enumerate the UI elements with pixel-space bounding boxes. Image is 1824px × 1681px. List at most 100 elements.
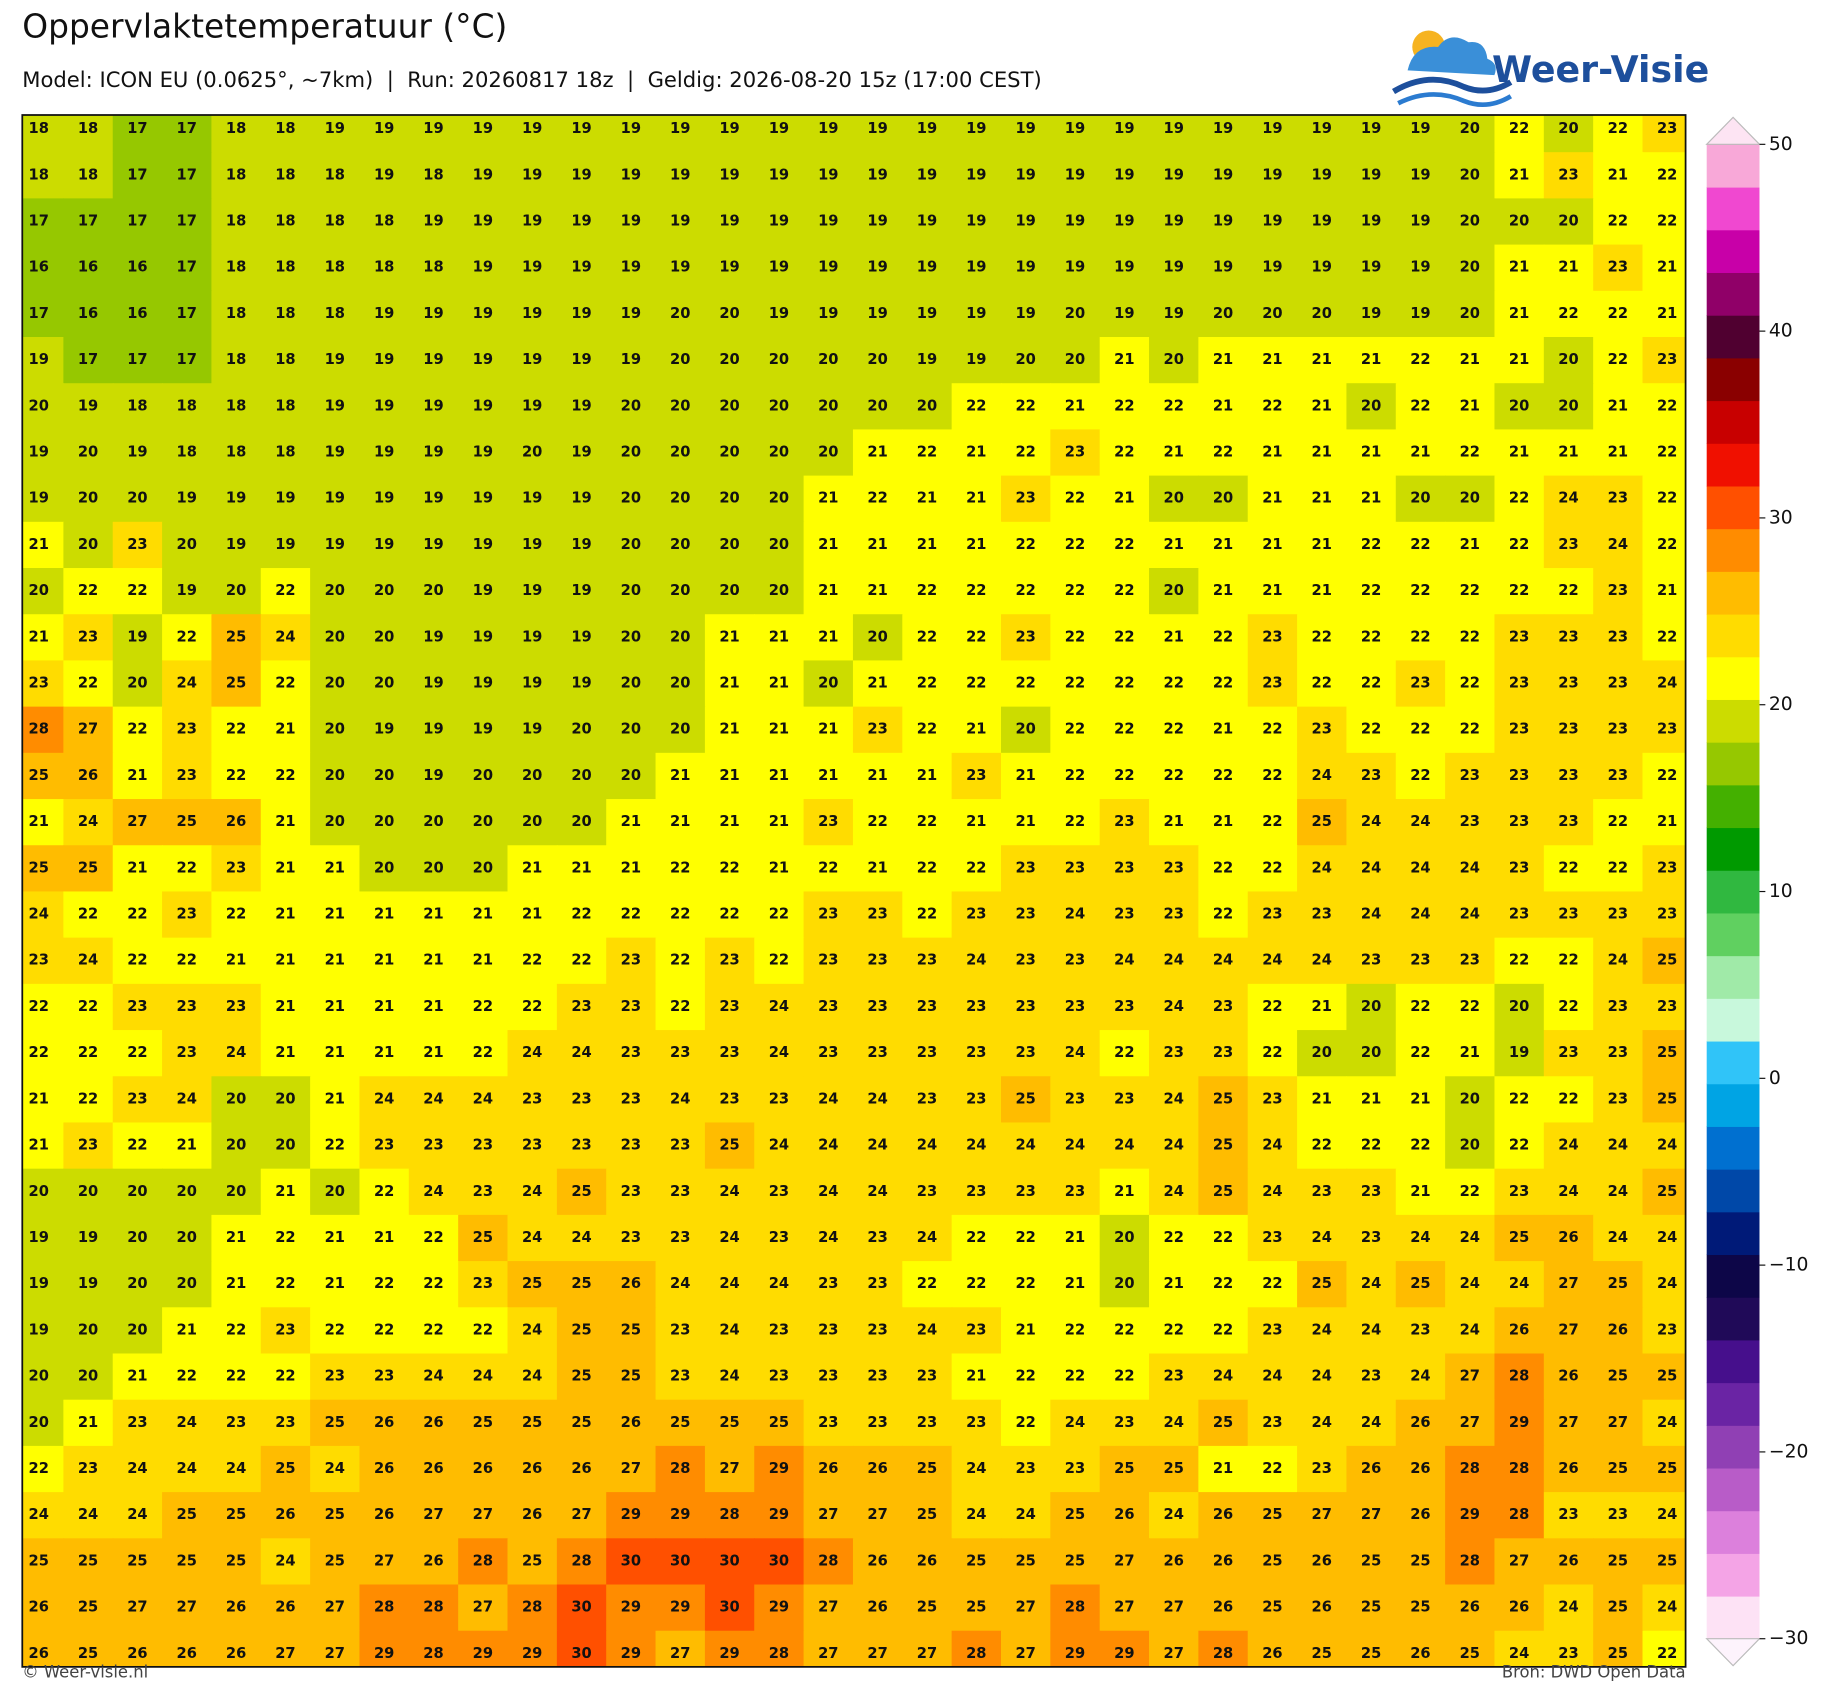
temperature-label: 25 xyxy=(177,1506,197,1523)
temperature-cell xyxy=(1149,1445,1200,1493)
temperature-label: 22 xyxy=(1361,1137,1381,1154)
temperature-cell xyxy=(408,115,459,153)
temperature-cell xyxy=(1297,1261,1348,1308)
temperature-cell xyxy=(507,1353,558,1401)
temperature-label: 22 xyxy=(1657,444,1677,461)
temperature-label: 24 xyxy=(177,1460,197,1477)
temperature-cell xyxy=(310,799,361,846)
temperature-cell xyxy=(1247,521,1298,569)
temperature-cell xyxy=(803,115,854,153)
temperature-label: 19 xyxy=(966,166,986,183)
temperature-cell xyxy=(359,198,410,246)
temperature-label: 26 xyxy=(423,1460,443,1477)
temperature-cell xyxy=(1198,1399,1249,1447)
temperature-label: 19 xyxy=(966,351,986,368)
temperature-label: 18 xyxy=(226,212,246,229)
temperature-label: 23 xyxy=(1164,906,1184,923)
temperature-label: 25 xyxy=(1608,1552,1628,1569)
temperature-cell xyxy=(1198,521,1249,569)
temperature-cell xyxy=(1445,1538,1496,1586)
temperature-cell xyxy=(1593,614,1644,662)
temperature-cell xyxy=(1395,660,1446,708)
temperature-label: 21 xyxy=(1312,397,1332,414)
temperature-cell xyxy=(1346,429,1397,477)
temperature-label: 22 xyxy=(1213,767,1233,784)
temperature-label: 20 xyxy=(473,813,493,830)
temperature-cell xyxy=(260,1584,311,1632)
temperature-label: 19 xyxy=(473,166,493,183)
temperature-cell xyxy=(310,1261,361,1308)
temperature-cell xyxy=(458,1307,509,1355)
temperature-cell xyxy=(458,1030,509,1077)
temperature-cell xyxy=(655,752,706,800)
temperature-label: 21 xyxy=(1213,813,1233,830)
temperature-label: 25 xyxy=(226,628,246,645)
temperature-label: 19 xyxy=(1410,259,1430,276)
temperature-label: 24 xyxy=(374,1090,394,1107)
temperature-label: 20 xyxy=(29,1414,49,1431)
temperature-cell xyxy=(852,152,903,200)
temperature-label: 21 xyxy=(374,952,394,969)
temperature-label: 17 xyxy=(177,351,197,368)
temperature-cell xyxy=(1149,290,1200,338)
temperature-label: 23 xyxy=(1657,998,1677,1015)
temperature-label: 20 xyxy=(1361,998,1381,1015)
temperature-label: 24 xyxy=(1312,952,1332,969)
temperature-cell xyxy=(211,1030,262,1077)
temperature-cell xyxy=(1346,1445,1397,1493)
temperature-label: 22 xyxy=(1065,1368,1085,1385)
temperature-cell xyxy=(112,1399,163,1447)
temperature-label: 19 xyxy=(1114,259,1134,276)
temperature-cell xyxy=(1395,937,1446,985)
temperature-label: 19 xyxy=(374,721,394,738)
temperature-cell xyxy=(1395,1261,1446,1308)
temperature-label: 23 xyxy=(1608,767,1628,784)
temperature-cell xyxy=(1593,383,1644,431)
temperature-cell xyxy=(112,568,163,615)
temperature-cell xyxy=(1543,752,1594,800)
temperature-label: 24 xyxy=(670,1275,690,1292)
temperature-cell xyxy=(162,799,213,846)
temperature-label: 22 xyxy=(1114,767,1134,784)
temperature-label: 30 xyxy=(621,1552,641,1569)
temperature-label: 19 xyxy=(571,397,591,414)
temperature-label: 23 xyxy=(917,952,937,969)
temperature-label: 17 xyxy=(177,305,197,322)
temperature-cell xyxy=(754,1307,805,1355)
temperature-cell xyxy=(1445,383,1496,431)
temperature-label: 25 xyxy=(670,1414,690,1431)
temperature-cell xyxy=(1593,1030,1644,1077)
temperature-label: 20 xyxy=(374,628,394,645)
temperature-label: 21 xyxy=(1410,444,1430,461)
temperature-cell xyxy=(556,1261,607,1308)
temperature-label: 23 xyxy=(769,1183,789,1200)
temperature-label: 21 xyxy=(374,1044,394,1061)
temperature-label: 26 xyxy=(1114,1506,1134,1523)
temperature-cell xyxy=(1297,1630,1348,1667)
temperature-cell xyxy=(1593,937,1644,985)
temperature-cell xyxy=(162,568,213,615)
temperature-cell xyxy=(458,891,509,939)
temperature-cell xyxy=(655,244,706,292)
temperature-label: 20 xyxy=(1312,1044,1332,1061)
temperature-cell xyxy=(408,1030,459,1077)
temperature-cell xyxy=(458,244,509,292)
temperature-cell xyxy=(408,983,459,1031)
temperature-label: 21 xyxy=(177,1321,197,1338)
temperature-label: 25 xyxy=(127,1552,147,1569)
temperature-label: 19 xyxy=(1015,120,1035,137)
temperature-label: 19 xyxy=(1410,212,1430,229)
temperature-cell xyxy=(507,290,558,338)
temperature-cell xyxy=(1247,891,1298,939)
temperature-cell xyxy=(1346,614,1397,662)
temperature-cell xyxy=(359,1584,410,1632)
temperature-cell xyxy=(458,799,509,846)
temperature-label: 26 xyxy=(867,1552,887,1569)
temperature-cell xyxy=(162,152,213,200)
temperature-label: 23 xyxy=(867,998,887,1015)
temperature-cell xyxy=(1543,568,1594,615)
temperature-cell xyxy=(63,937,114,985)
temperature-label: 27 xyxy=(571,1506,591,1523)
temperature-label: 23 xyxy=(1608,259,1628,276)
temperature-label: 20 xyxy=(670,397,690,414)
